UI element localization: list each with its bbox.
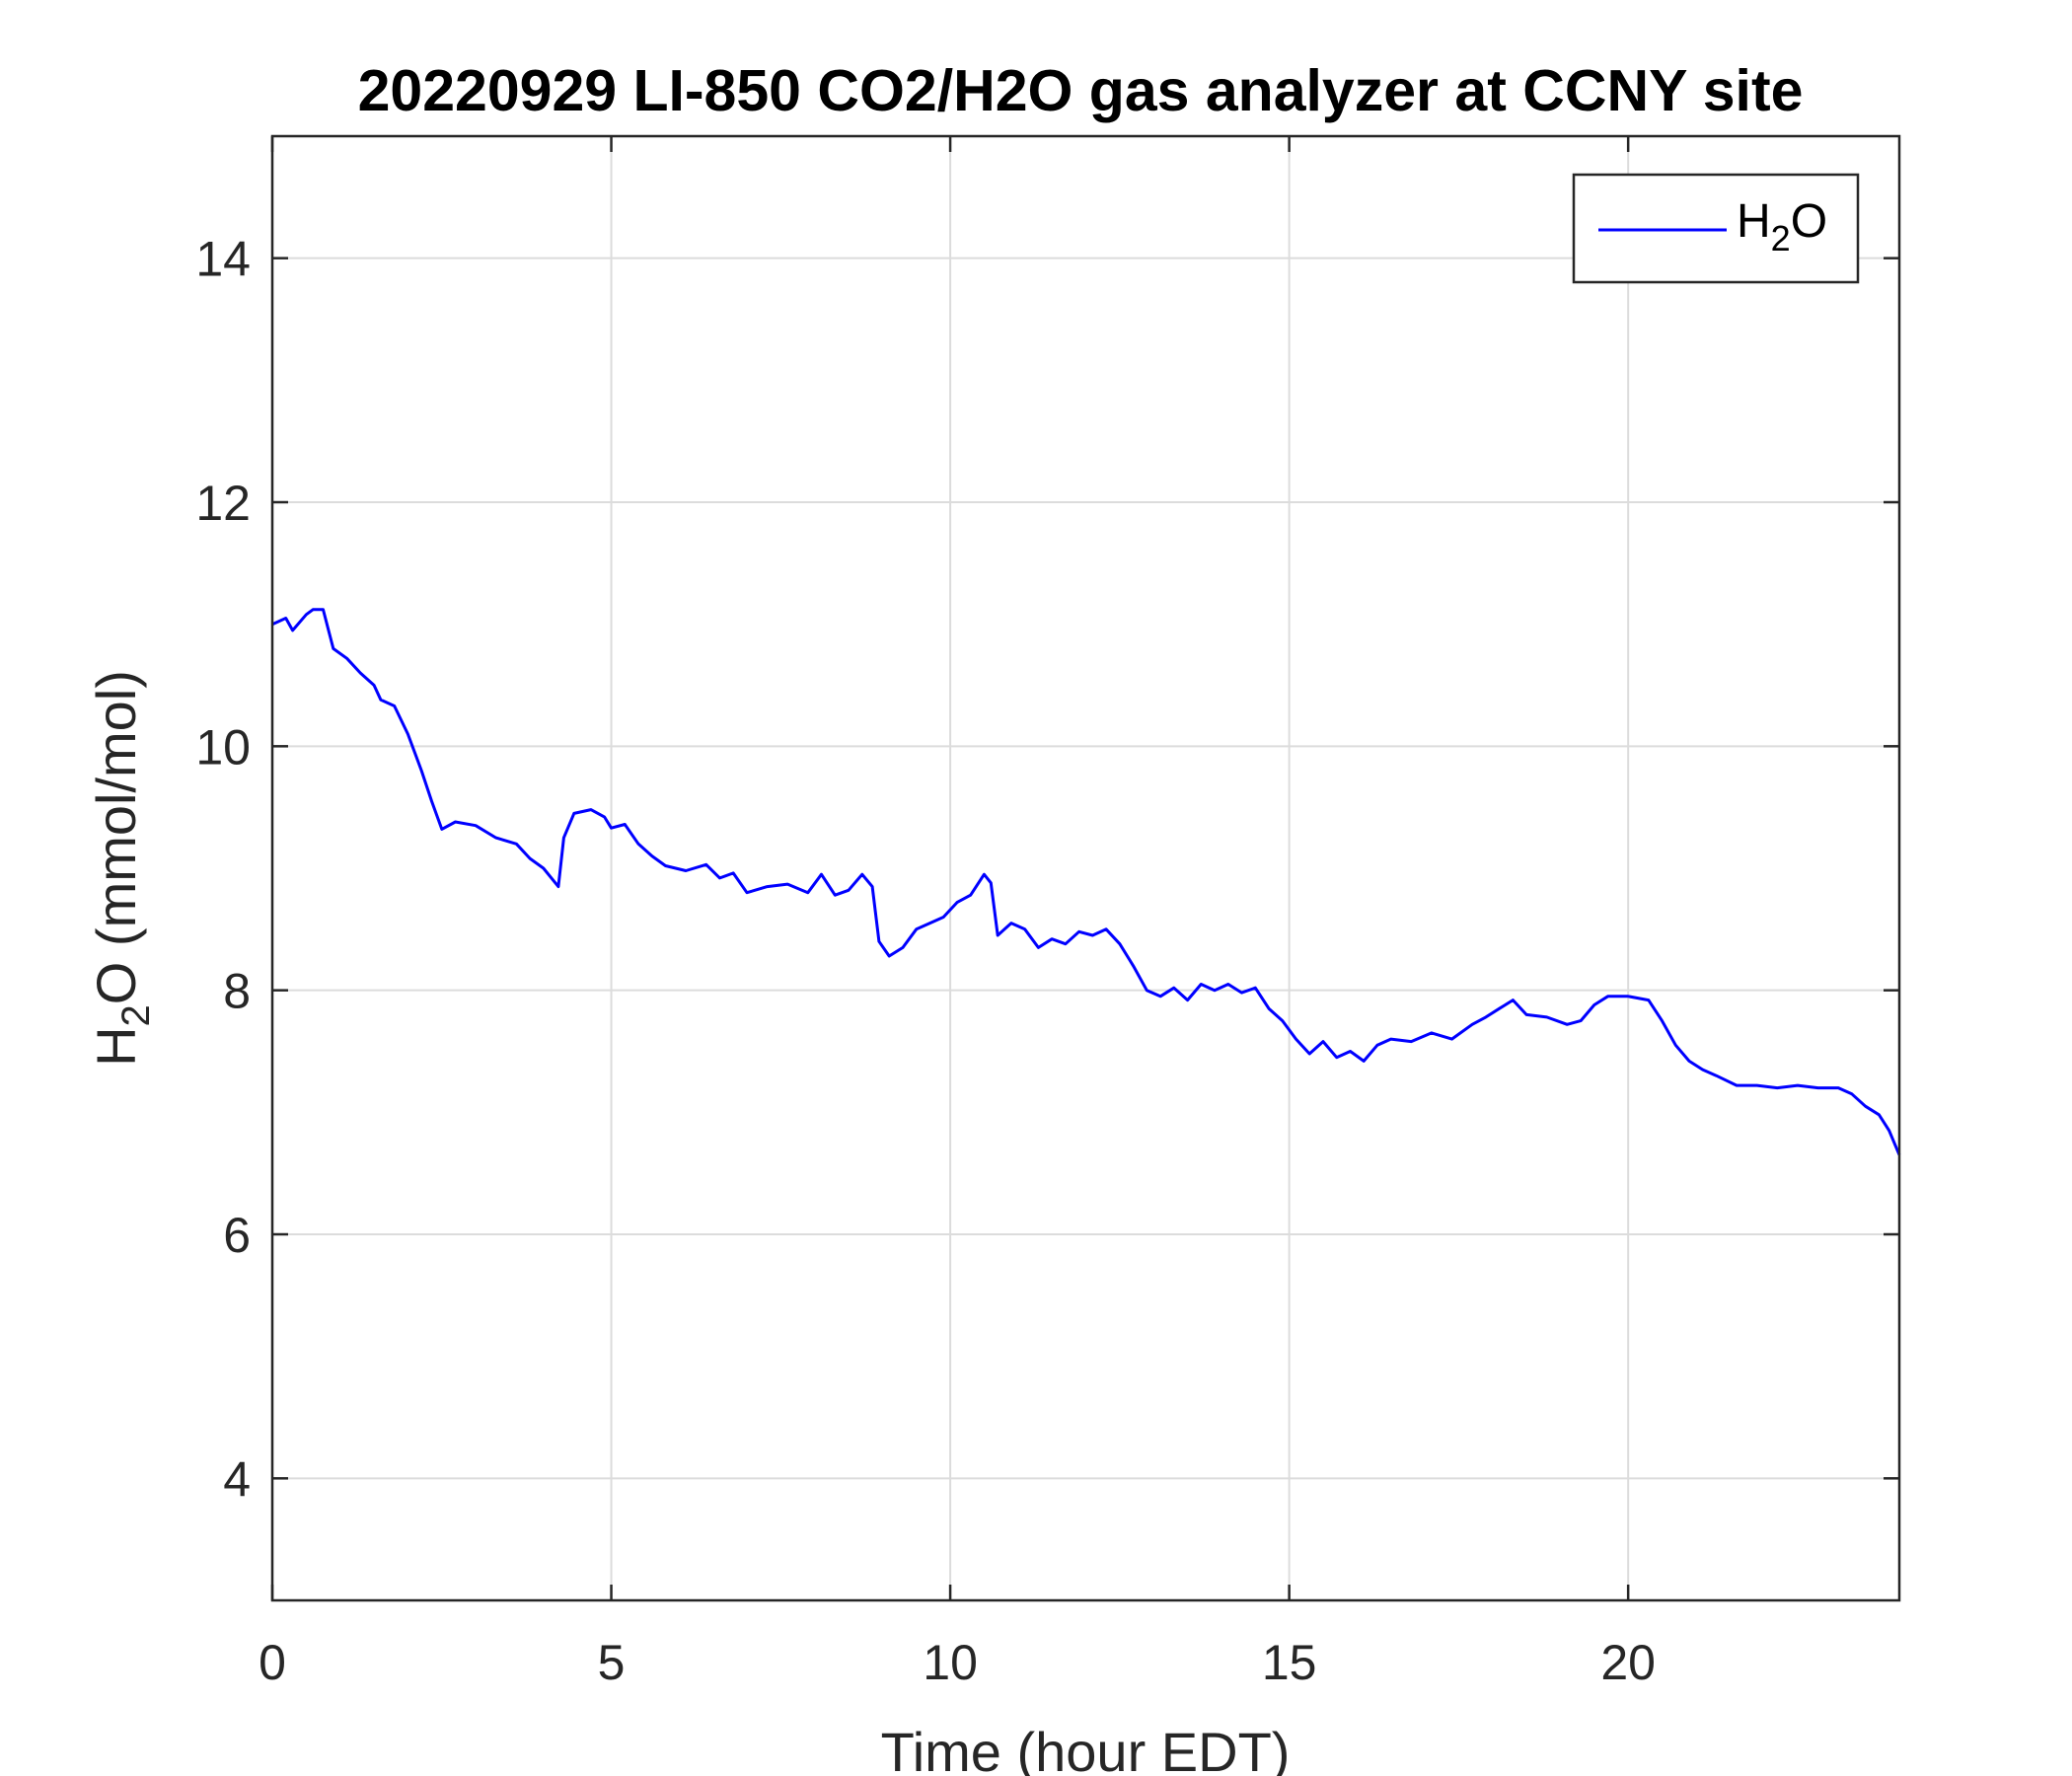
x-tick-label: 10 <box>923 1635 978 1690</box>
x-tick-label: 0 <box>259 1635 286 1690</box>
x-tick-label: 15 <box>1262 1635 1317 1690</box>
y-axis-label: H2O (mmol/mol) <box>85 670 158 1067</box>
y-axis-label-main: H <box>85 1026 147 1066</box>
x-axis-label: Time (hour EDT) <box>881 1721 1291 1776</box>
y-tick-label: 12 <box>195 476 251 531</box>
x-tick-marks <box>270 136 1630 1600</box>
legend-label-rest: O <box>1791 195 1827 248</box>
series-layer <box>271 608 1901 1156</box>
legend: H2O <box>1572 173 1860 284</box>
x-tick-labels: 0 5 10 15 20 <box>259 1635 1656 1690</box>
series-line-h2o <box>271 608 1901 1156</box>
y-tick-label: 6 <box>223 1208 251 1263</box>
y-tick-label: 4 <box>223 1451 251 1507</box>
x-tick-label: 20 <box>1600 1635 1656 1690</box>
y-tick-marks <box>272 257 1899 1480</box>
x-tick-label: 5 <box>598 1635 626 1690</box>
legend-label-subscript: 2 <box>1771 218 1791 259</box>
y-tick-labels: 4 6 8 10 12 14 <box>195 232 251 1508</box>
legend-label-h2o: H2O <box>1737 195 1827 259</box>
chart-title: 20220929 LI-850 CO2/H2O gas analyzer at … <box>358 58 1804 123</box>
y-tick-label: 14 <box>195 232 251 287</box>
axes-background <box>272 136 1899 1600</box>
plot-area <box>270 134 1901 1602</box>
y-tick-label: 10 <box>195 719 251 775</box>
legend-label-main: H <box>1737 195 1771 248</box>
y-axis-label-rest: O (mmol/mol) <box>85 670 147 1004</box>
y-axis-label-subscript: 2 <box>114 1004 158 1026</box>
axes-box <box>270 134 1901 1602</box>
y-tick-label: 8 <box>223 964 251 1019</box>
